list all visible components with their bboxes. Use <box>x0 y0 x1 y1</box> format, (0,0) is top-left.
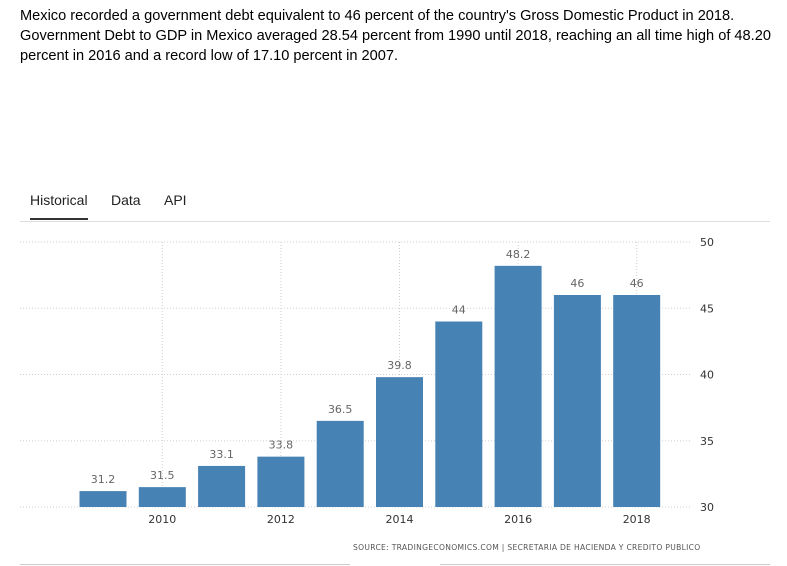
bar <box>376 377 423 507</box>
bar <box>494 265 542 507</box>
y-tick-label: 50 <box>700 236 714 249</box>
data-label: 46 <box>630 277 644 290</box>
data-label: 46 <box>570 277 584 290</box>
tab-historical[interactable]: Historical <box>30 192 88 220</box>
x-tick-label: 2014 <box>386 513 414 526</box>
x-tick-label: 2012 <box>267 513 295 526</box>
x-tick-label: 2018 <box>623 513 651 526</box>
footer-divider <box>20 564 350 565</box>
y-tick-label: 35 <box>700 435 714 448</box>
source-text: SOURCE: TRADINGECONOMICS.COM | SECRETARI… <box>353 543 701 552</box>
bar <box>257 456 305 507</box>
bar <box>138 487 186 507</box>
data-label: 48.2 <box>506 248 531 261</box>
y-tick-label: 30 <box>700 501 714 514</box>
bar <box>553 295 601 507</box>
data-label: 36.5 <box>328 403 353 416</box>
chart-tabs: Historical Data API <box>20 186 770 222</box>
x-tick-label: 2010 <box>148 513 176 526</box>
bar <box>79 491 127 507</box>
tab-data[interactable]: Data <box>111 192 141 208</box>
x-tick-label: 2016 <box>504 513 532 526</box>
data-label: 39.8 <box>387 359 412 372</box>
data-label: 33.8 <box>269 439 294 452</box>
data-label: 31.2 <box>91 473 116 486</box>
data-label: 31.5 <box>150 469 175 482</box>
tab-api[interactable]: API <box>164 192 187 208</box>
description-text: Mexico recorded a government debt equiva… <box>20 8 771 64</box>
footer-divider <box>440 564 770 565</box>
data-label: 44 <box>452 304 466 317</box>
bar-chart: 30 35 40 45 50 2010 2012 2014 2016 2018 31.2 31.5 33… <box>20 236 714 526</box>
data-label: 33.1 <box>209 448 234 461</box>
bar <box>613 295 661 507</box>
y-tick-label: 45 <box>700 302 714 315</box>
bar <box>198 465 246 507</box>
bar <box>435 321 483 507</box>
y-tick-label: 40 <box>700 369 714 382</box>
bar <box>316 420 364 507</box>
